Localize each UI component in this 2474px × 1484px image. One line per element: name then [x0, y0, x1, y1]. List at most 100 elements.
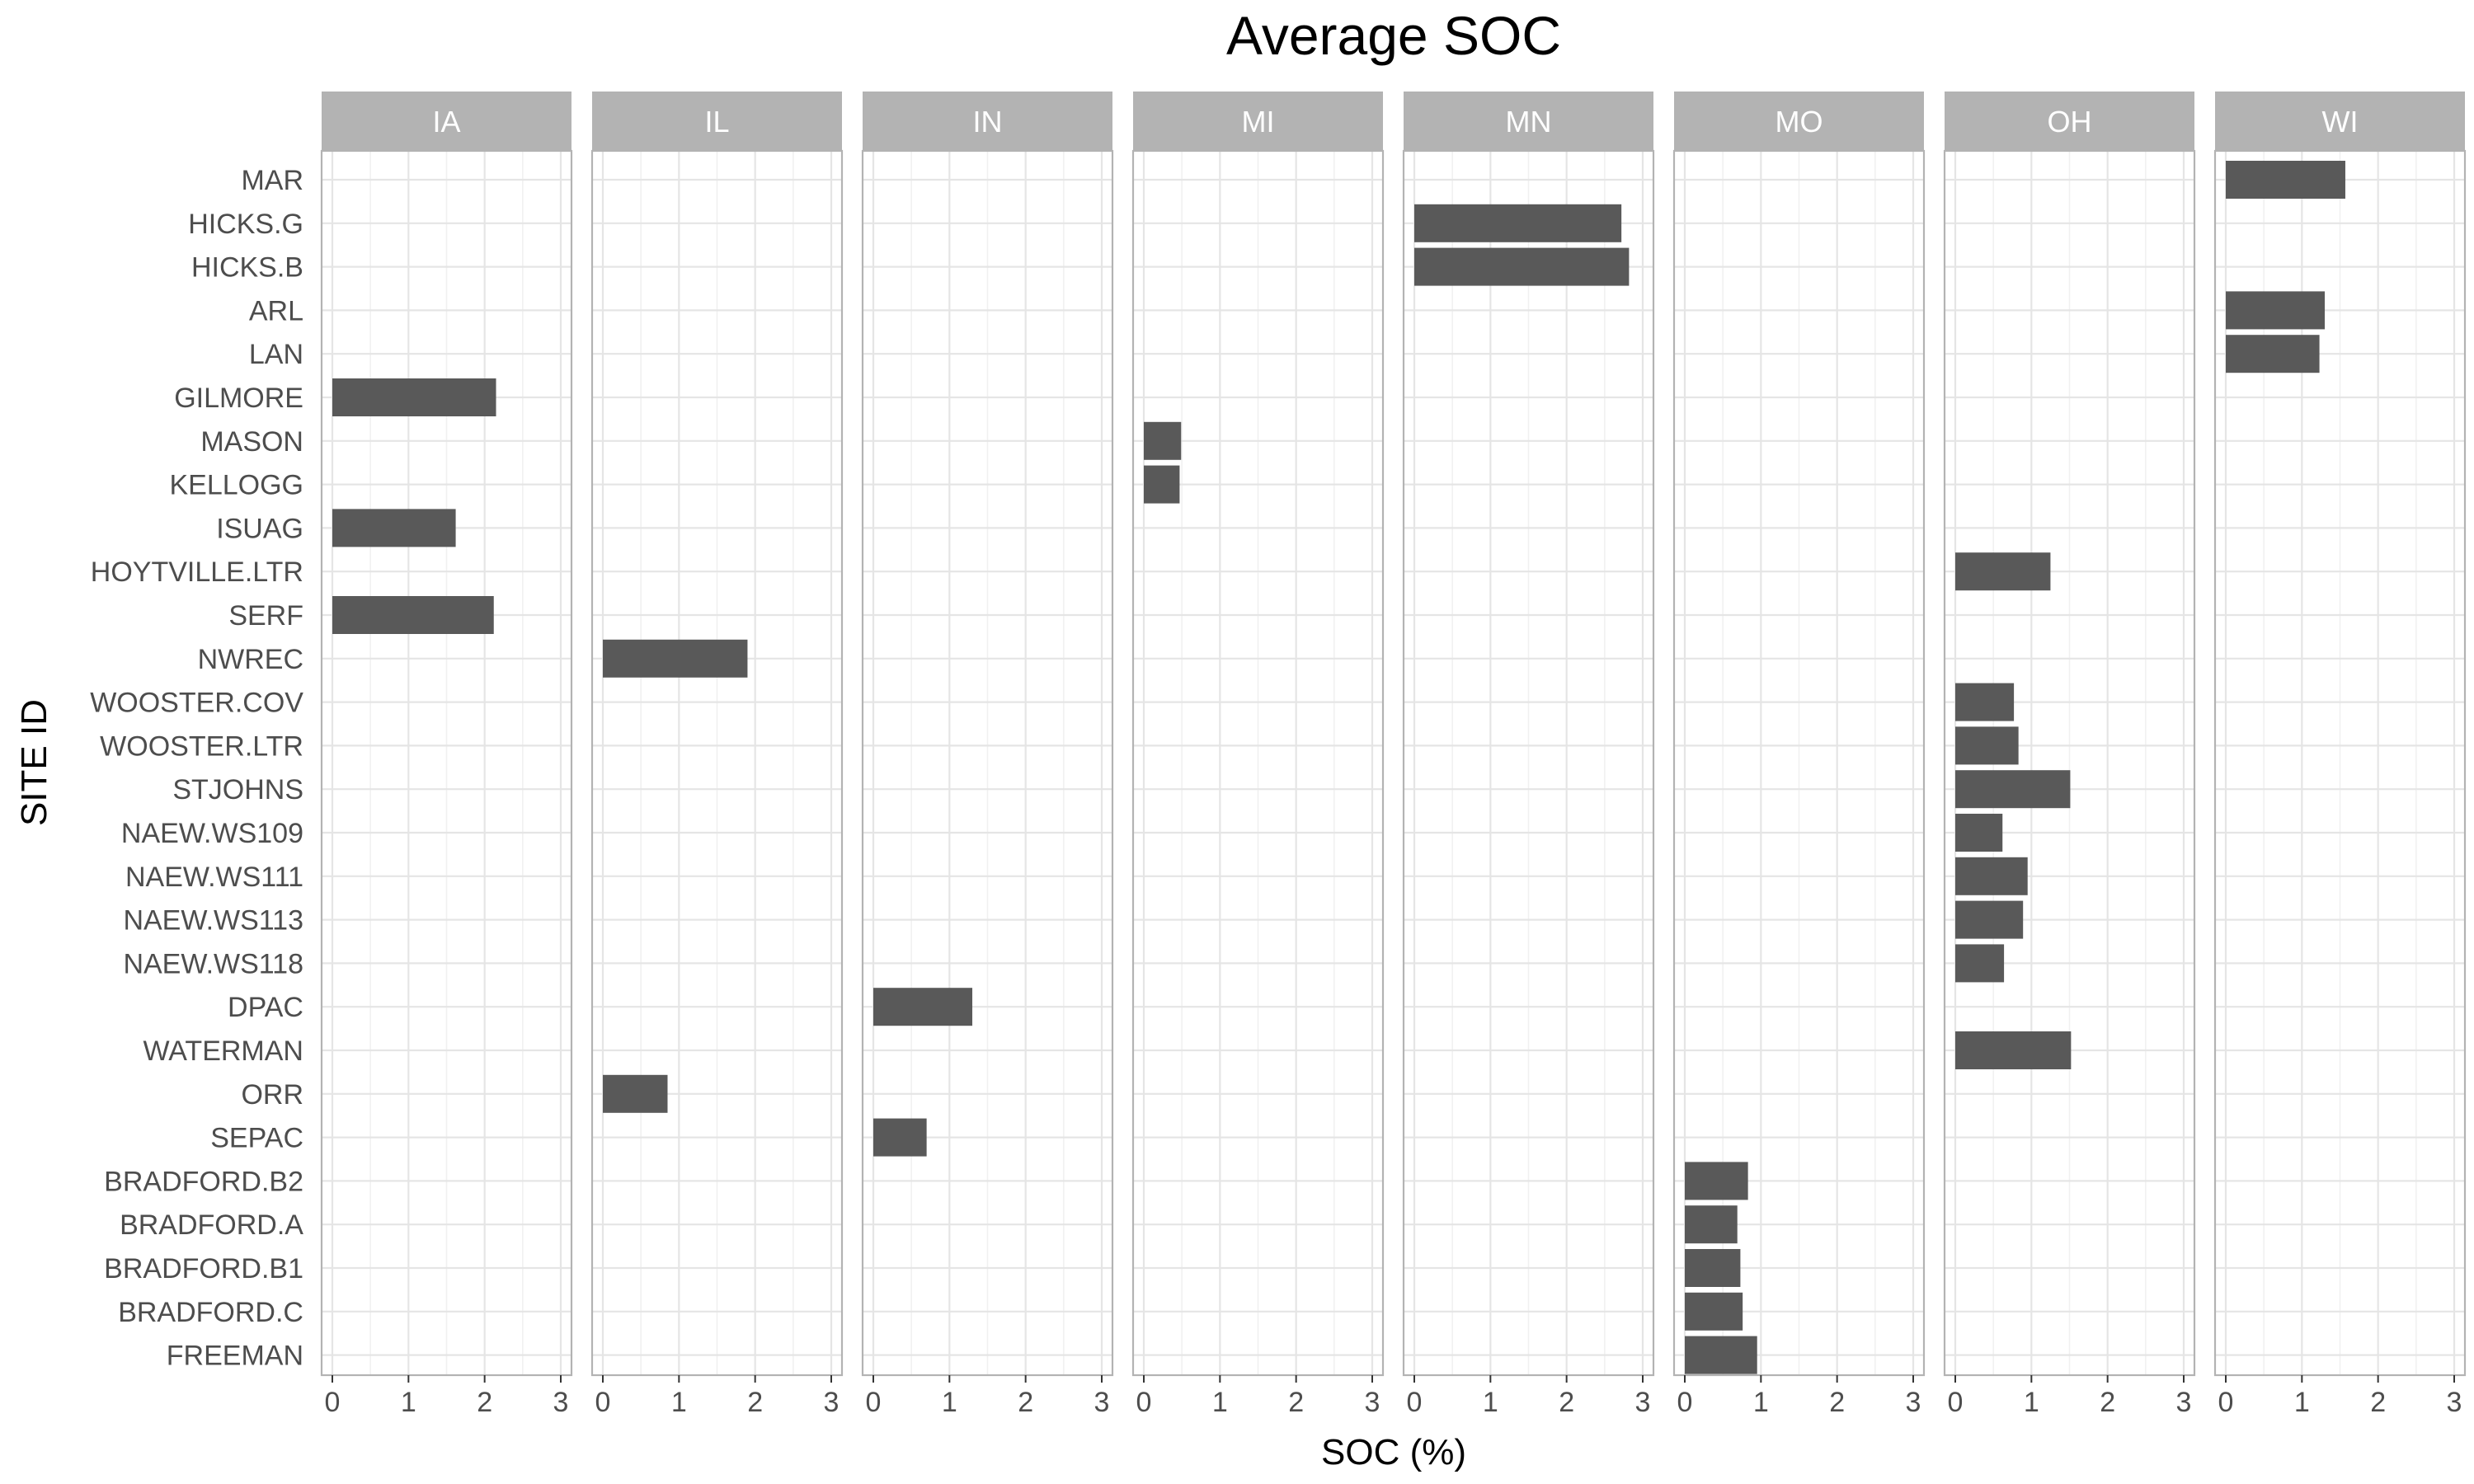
bar-lan [2226, 335, 2320, 373]
panel-border [1672, 149, 1926, 1377]
x-tick-label: 2 [1018, 1387, 1033, 1418]
x-tick-label: 1 [671, 1387, 687, 1418]
y-tick-label: FREEMAN [167, 1341, 303, 1372]
x-tick-label: 1 [2294, 1387, 2310, 1418]
facet-panel-in: IN 0 1 2 3 [861, 92, 1114, 1418]
facet-panel-mo: MO 0 1 2 3 [1672, 92, 1926, 1418]
y-tick-label: MASON [200, 426, 303, 458]
bar-bradford-b2 [1685, 1162, 1748, 1200]
x-tick-label: 0 [1407, 1387, 1423, 1418]
x-tick-label: 2 [747, 1387, 763, 1418]
y-tick-label: STJOHNS [172, 774, 303, 805]
x-tick-label: 2 [2100, 1387, 2115, 1418]
x-tick-label: 3 [2447, 1387, 2462, 1418]
x-tick-label: 3 [824, 1387, 840, 1418]
facet-strip [1945, 92, 2194, 151]
bar-mason [1144, 421, 1182, 460]
x-tick-label: 1 [2024, 1387, 2039, 1418]
facet-panel-mi: MI 0 1 2 3 [1131, 92, 1385, 1418]
y-tick-label: BRADFORD.A [120, 1209, 303, 1241]
bar-bradford-b1 [1685, 1249, 1741, 1287]
y-tick-label: SERF [228, 600, 303, 632]
x-tick-label: 3 [553, 1387, 569, 1418]
bar-mar [2226, 161, 2345, 199]
x-tick-label: 2 [477, 1387, 492, 1418]
bar-gilmore [332, 378, 496, 416]
facet-strip [1404, 92, 1653, 151]
facet-strip [1674, 92, 1924, 151]
y-tick-label: ARL [249, 295, 303, 326]
facet-panel-il: IL 0 1 2 3 [590, 92, 844, 1418]
bar-naew-ws111 [1955, 857, 2028, 895]
y-tick-label: BRADFORD.B1 [104, 1253, 303, 1284]
y-tick-label: BRADFORD.C [118, 1297, 303, 1328]
panel-border [1943, 149, 2196, 1377]
bar-naew-ws118 [1955, 944, 2005, 983]
bar-waterman [1955, 1031, 2072, 1069]
facet-panel-oh: OH 0 1 2 3 [1943, 92, 2196, 1418]
x-tick-label: 0 [2218, 1387, 2234, 1418]
panel-border [861, 149, 1114, 1377]
bar-bradford-c [1685, 1292, 1743, 1331]
bar-serf [332, 596, 494, 634]
facet-strip-label: WI [2322, 105, 2359, 139]
y-tick-label: WOOSTER.COV [90, 688, 303, 719]
y-tick-label: WATERMAN [143, 1036, 303, 1067]
panel-border [2213, 149, 2467, 1377]
facet-strip-label: IA [432, 105, 460, 139]
x-tick-label: 0 [325, 1387, 341, 1418]
facet-strip-label: IL [704, 105, 729, 139]
y-axis-title: SITE ID [14, 699, 54, 826]
x-tick-label: 2 [2370, 1387, 2386, 1418]
x-tick-label: 0 [1136, 1387, 1152, 1418]
y-tick-label: LAN [249, 339, 303, 370]
y-tick-label: NAEW.WS118 [123, 948, 303, 979]
y-tick-label: NAEW.WS109 [121, 818, 303, 849]
x-tick-label: 3 [1906, 1387, 1921, 1418]
chart-title: Average SOC [1226, 5, 1561, 66]
facet-panels: IA 0 1 2 3 IL 0 1 2 3 IN 0 1 2 3 MI 0 1 2 3 MN 0 1 2 3 MO 0 1 2 3 OH 0 1… [320, 92, 2467, 1418]
y-tick-label: MAR [241, 165, 303, 196]
y-tick-label: SEPAC [210, 1123, 303, 1154]
y-tick-label: NWREC [198, 644, 303, 675]
y-tick-label: KELLOGG [169, 470, 303, 501]
x-tick-label: 3 [1094, 1387, 1110, 1418]
bar-arl [2226, 291, 2326, 330]
bar-stjohns [1955, 770, 2071, 809]
y-tick-label: HOYTVILLE.LTR [91, 556, 303, 588]
bar-naew-ws113 [1955, 900, 2024, 939]
facet-strip [1133, 92, 1383, 151]
x-tick-label: 2 [1829, 1387, 1845, 1418]
bar-sepac [873, 1118, 927, 1157]
x-tick-label: 1 [401, 1387, 416, 1418]
y-tick-label: HICKS.G [188, 209, 303, 240]
facet-strip-label: MI [1242, 105, 1275, 139]
bar-freeman [1685, 1336, 1757, 1374]
panel-border [1402, 149, 1655, 1377]
facet-strip-label: OH [2048, 105, 2092, 139]
y-tick-label: BRADFORD.B2 [104, 1166, 303, 1197]
bar-wooster-ltr [1955, 726, 2019, 765]
facet-strip-label: MO [1776, 105, 1823, 139]
y-axis-tick-labels: MAR HICKS.G HICKS.B ARL LAN GILMORE MASON KELLO… [90, 165, 303, 1372]
bar-kellogg [1144, 465, 1180, 504]
y-tick-label: HICKS.B [191, 252, 303, 284]
y-tick-label: NAEW.WS113 [123, 905, 303, 937]
y-tick-label: NAEW.WS111 [125, 862, 303, 893]
x-tick-label: 3 [2176, 1387, 2192, 1418]
x-tick-label: 1 [1753, 1387, 1769, 1418]
bar-dpac [873, 988, 973, 1026]
bar-bradford-a [1685, 1205, 1738, 1244]
x-tick-label: 1 [1483, 1387, 1498, 1418]
facet-strip [863, 92, 1112, 151]
x-tick-label: 0 [1948, 1387, 1964, 1418]
facet-strip [2215, 92, 2465, 151]
panel-border [590, 149, 844, 1377]
x-tick-label: 0 [866, 1387, 882, 1418]
y-tick-label: ISUAG [216, 513, 303, 544]
facet-strip-label: MN [1506, 105, 1552, 139]
bar-nwrec [603, 639, 748, 678]
x-tick-label: 2 [1559, 1387, 1574, 1418]
x-tick-label: 0 [595, 1387, 611, 1418]
